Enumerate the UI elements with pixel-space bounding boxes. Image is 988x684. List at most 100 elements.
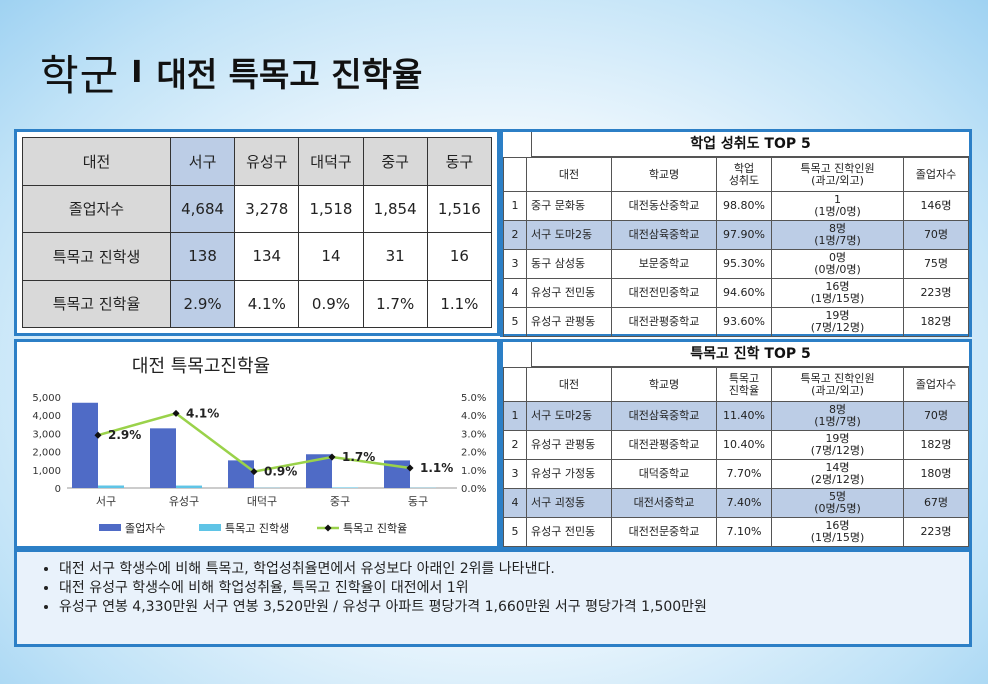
- x-tick-label: 유성구: [169, 495, 199, 508]
- area-cell-area: 유성구 전민동: [531, 525, 596, 538]
- area-cell-area: 유성구 관평동: [531, 438, 596, 451]
- count-cell-split: (2명/12명): [810, 473, 865, 486]
- rate-cell: 97.90%: [716, 220, 772, 250]
- table-row: 1 서구 도마2동 대전삼육중학교 11.40% 8명 (1명/7명) 70명: [503, 401, 969, 431]
- bar-graduates: [72, 402, 98, 488]
- rank-cell: 1: [503, 401, 527, 431]
- achievement-top5-panel: 학업 성취도 TOP 5 대전 학교명 학업 성취도 특목고 진학인원 (과고/…: [500, 129, 972, 337]
- rank-cell-rank: 5: [511, 525, 519, 538]
- stats-row: 졸업자수 4,684 3,278 1,518 1,854 1,516: [22, 184, 493, 233]
- stats-cell: 134: [234, 232, 300, 281]
- grads-cell-grads: 223명: [920, 286, 952, 299]
- count-cell: 16명 (1명/15명): [771, 278, 904, 308]
- note-item: 대전 유성구 학생수에 비해 학업성취율, 특목고 진학율이 대전에서 1위: [59, 579, 969, 598]
- legend-swatch: [99, 524, 121, 531]
- stats-row-label: 졸업자수: [22, 184, 171, 233]
- area-cell: 유성구 관평동: [526, 307, 612, 337]
- achievement-top5-caption: 학업 성취도 TOP 5: [531, 132, 969, 157]
- stats-row-label: 특목고 진학생: [22, 232, 171, 281]
- school-cell-school: 대전서중학교: [633, 496, 695, 509]
- special-top5-caption: 특목고 진학 TOP 5: [531, 342, 969, 367]
- table-header: 대전: [526, 157, 612, 192]
- rate-cell: 7.10%: [716, 517, 772, 547]
- rate-cell-rate: 98.80%: [723, 199, 765, 212]
- bar-special-students: [176, 485, 202, 488]
- grads-cell-grads: 75명: [923, 257, 949, 270]
- rank-cell: 4: [503, 278, 527, 308]
- table-header: 대전: [526, 367, 612, 402]
- note-item: 대전 서구 학생수에 비해 특목고, 학업성취율면에서 유성보다 아래인 2위를…: [59, 560, 969, 579]
- bar-special-students: [332, 487, 358, 488]
- table-header: 학업 성취도: [716, 157, 772, 192]
- stats-district-header: 중구: [362, 137, 428, 186]
- rate-point: [172, 409, 180, 417]
- stats-cell: 16: [426, 232, 493, 281]
- rank-cell: 2: [503, 430, 527, 460]
- grads-cell-grads: 70명: [923, 409, 949, 422]
- stats-cell: 4,684: [169, 184, 236, 233]
- special-top5-table: 대전 학교명 특목고 진학율 특목고 진학인원 (과고/외고) 졸업자수 1 서구…: [503, 367, 969, 547]
- bar-special-students: [98, 485, 124, 488]
- school-cell: 대전관평중학교: [611, 307, 717, 337]
- rate-cell-rate: 7.70%: [726, 467, 762, 480]
- area-cell-area: 유성구 전민동: [531, 286, 596, 299]
- stats-cell: 2.9%: [169, 279, 236, 328]
- count-cell-split: (7명/12명): [810, 321, 865, 334]
- y-right-tick-label: 0.0%: [461, 484, 486, 495]
- legend-label: 특목고 진학생: [225, 522, 289, 535]
- rate-cell-rate: 7.40%: [726, 496, 762, 509]
- school-cell-school: 대덕중학교: [638, 467, 690, 480]
- area-cell-area: 유성구 관평동: [531, 315, 596, 328]
- x-tick-label: 대덕구: [247, 495, 277, 508]
- area-cell-area: 동구 삼성동: [531, 257, 586, 270]
- count-cell: 5명 (0명/5명): [771, 488, 904, 518]
- rate-cell-rate: 7.10%: [726, 525, 762, 538]
- table-row: 3 유성구 가정동 대덕중학교 7.70% 14명 (2명/12명) 180명: [503, 459, 969, 489]
- rate-cell: 7.40%: [716, 488, 772, 518]
- stats-corner: 대전: [22, 137, 171, 186]
- count-cell-split: (1명/15명): [810, 531, 865, 544]
- school-cell-school: 대전전민중학교: [628, 286, 700, 299]
- table-header: 학교명: [611, 367, 717, 402]
- school-cell: 대전관평중학교: [611, 430, 717, 460]
- area-cell: 서구 도마2동: [526, 401, 612, 431]
- school-cell-school: 보문중학교: [638, 257, 690, 270]
- table-header: 졸업자수: [903, 157, 969, 192]
- table-header: 학교명: [611, 157, 717, 192]
- y-right-tick-label: 2.0%: [461, 448, 486, 459]
- area-cell: 서구 도마2동: [526, 220, 612, 250]
- table-row: 1 중구 문화동 대전동산중학교 98.80% 1 (1명/0명) 146명: [503, 191, 969, 221]
- rank-header: [503, 157, 527, 192]
- y-left-tick-label: 0: [55, 484, 61, 495]
- school-cell: 대전삼육중학교: [611, 220, 717, 250]
- grads-cell: 223명: [903, 517, 969, 547]
- legend-marker: [324, 524, 332, 532]
- count-cell-count: 14명: [825, 461, 850, 474]
- rate-point: [406, 464, 414, 472]
- special-top5-panel: 특목고 진학 TOP 5 대전 학교명 특목고 진학율 특목고 진학인원 (과고…: [500, 339, 972, 549]
- y-left-tick-label: 1,000: [32, 466, 61, 477]
- rate-cell-rate: 11.40%: [723, 409, 765, 422]
- rank-cell-rank: 1: [511, 409, 519, 422]
- count-cell-split: (7명/12명): [810, 444, 865, 457]
- y-right-tick-label: 1.0%: [461, 466, 486, 477]
- stats-district-header: 동구: [426, 137, 493, 186]
- special-rate-chart: 대전 특목고진학율 0 1,000 2,000 3,000 4,000 5,000 0.0%…: [32, 356, 486, 535]
- rank-cell-rank: 4: [511, 496, 519, 509]
- rate-cell-rate: 97.90%: [723, 228, 765, 241]
- grads-cell-grads: 182명: [920, 438, 952, 451]
- y-left-tick-label: 5,000: [32, 393, 61, 404]
- count-cell-split: (1명/15명): [810, 292, 865, 305]
- rate-cell-rate: 94.60%: [723, 286, 765, 299]
- rate-point: [94, 431, 102, 439]
- stats-district-header: 서구: [169, 137, 236, 186]
- count-cell-split: (1명/7명): [814, 234, 861, 247]
- rate-point: [328, 453, 336, 461]
- count-cell-count: 5명: [828, 490, 847, 503]
- legend-label: 졸업자수: [125, 522, 165, 535]
- count-cell-count: 16명: [825, 519, 850, 532]
- area-cell-area: 중구 문화동: [531, 199, 586, 212]
- school-cell-school: 대전전문중학교: [628, 525, 700, 538]
- grads-cell-grads: 146명: [920, 199, 952, 212]
- notes-list: 대전 서구 학생수에 비해 특목고, 학업성취율면에서 유성보다 아래인 2위를…: [17, 560, 969, 617]
